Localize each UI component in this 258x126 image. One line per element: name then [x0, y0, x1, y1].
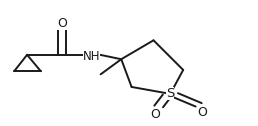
Text: NH: NH — [83, 50, 100, 63]
Text: O: O — [150, 107, 160, 121]
Text: O: O — [198, 106, 207, 119]
Text: S: S — [166, 87, 174, 100]
Text: O: O — [57, 17, 67, 30]
